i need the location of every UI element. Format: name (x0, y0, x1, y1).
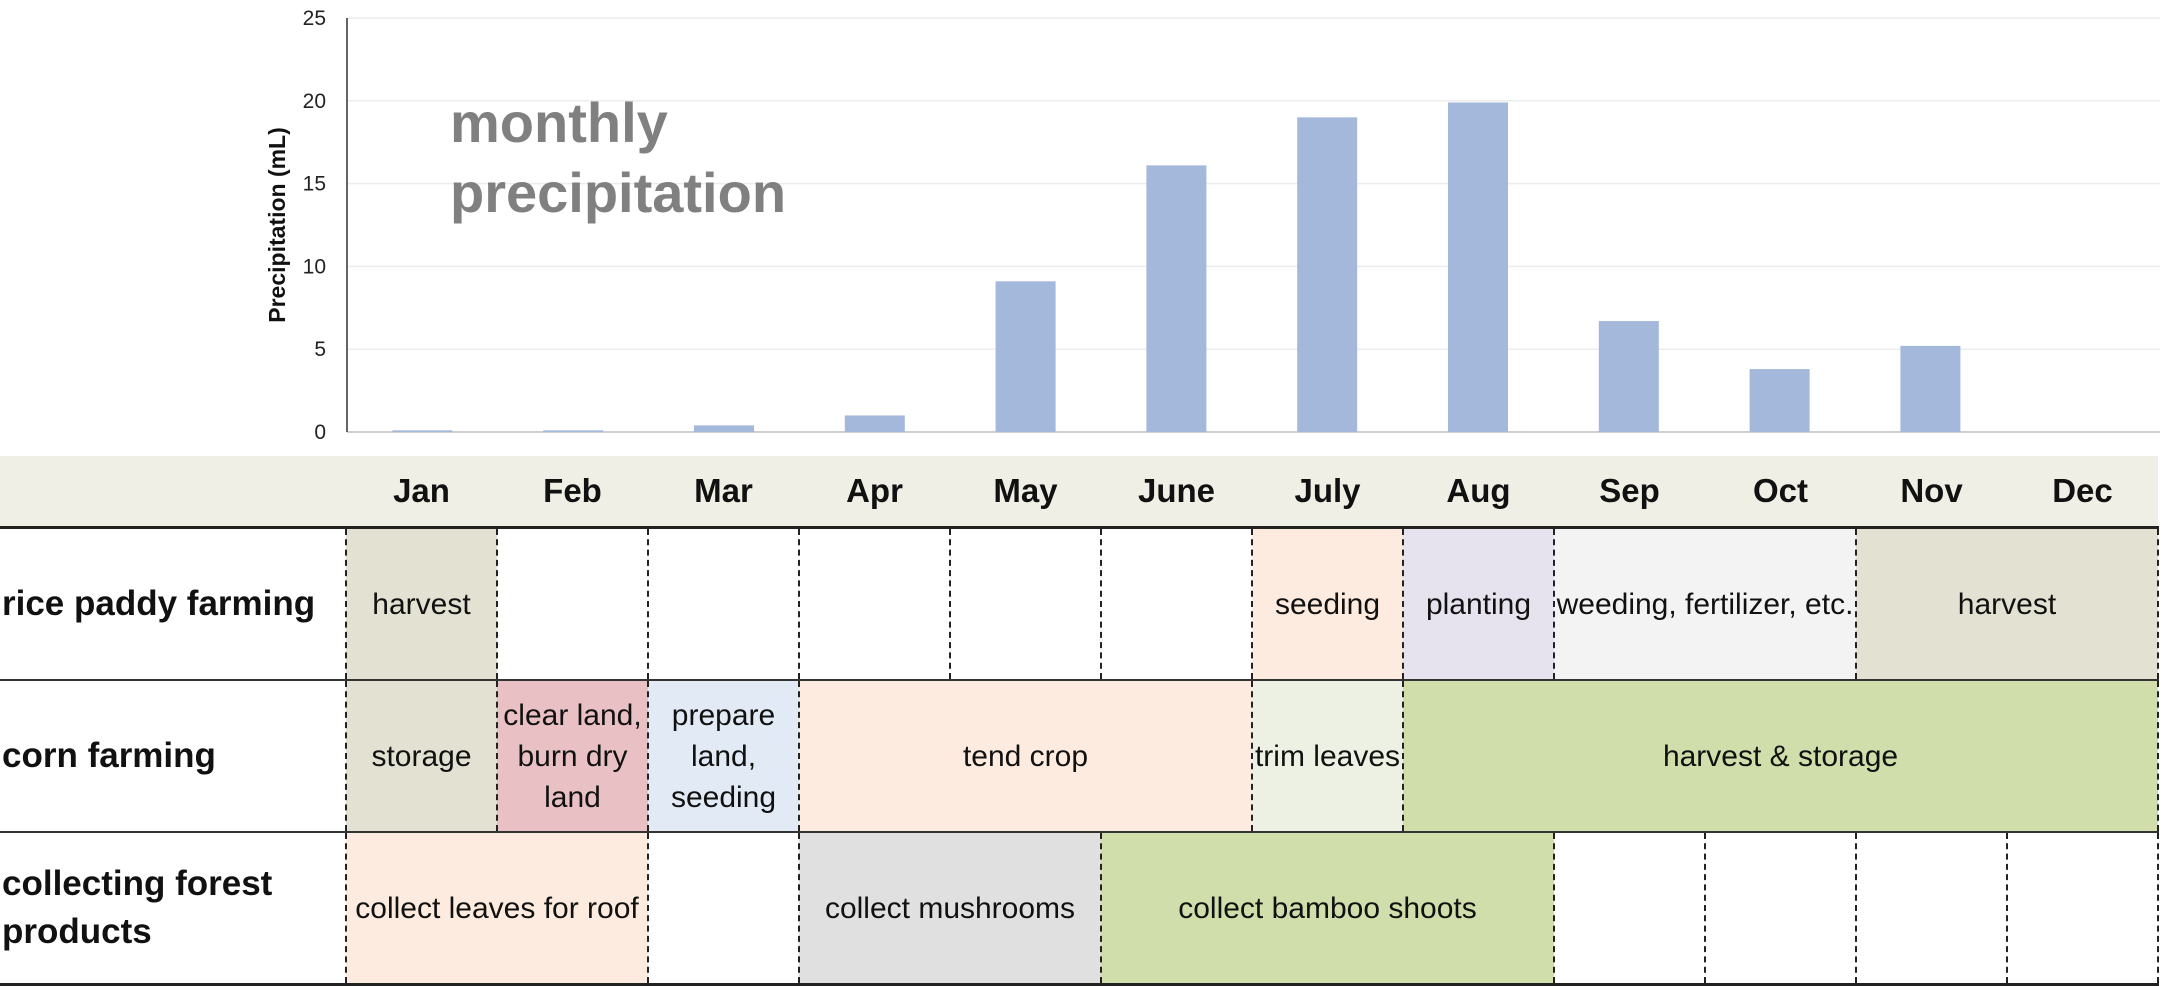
chart-bars (392, 102, 1961, 433)
bar-mar (694, 425, 754, 432)
empty-cell (647, 831, 800, 986)
bar-nov (1900, 345, 1961, 432)
month-header-june: June (1101, 456, 1252, 528)
activity-cell: harvest (345, 526, 498, 680)
activity-cell: collect bamboo shoots (1100, 831, 1555, 986)
seasonal-calendar-table: Jan Feb Mar Apr May June July Aug Sep Oct Nov Dec r… (0, 456, 2159, 986)
chart-y-axis-label: Precipitation (mL) (264, 127, 290, 323)
bar-oct (1749, 369, 1810, 432)
y-tick-label: 10 (303, 255, 326, 278)
row-label: rice paddy farming (0, 526, 346, 680)
activity-cell: harvest (1855, 526, 2159, 680)
month-header-jan: Jan (346, 456, 497, 528)
month-header-dec: Dec (2007, 456, 2158, 528)
activity-cell: clear land, burn dry land (496, 679, 649, 832)
calendar-row: rice paddy farming harvest seeding planting… (0, 526, 2159, 680)
calendar-row: collecting forest products collect leaves… (0, 831, 2159, 986)
header-corner (0, 456, 346, 528)
month-header-aug: Aug (1403, 456, 1554, 528)
empty-cell (1100, 526, 1253, 680)
empty-cell (1704, 831, 1857, 986)
month-header-may: May (950, 456, 1101, 528)
month-header-sep: Sep (1554, 456, 1705, 528)
row-label: corn farming (0, 679, 346, 832)
activity-cell: weeding, fertilizer, etc. (1553, 526, 1857, 680)
activity-cell: prepare land, seeding (647, 679, 800, 832)
bar-june (1146, 165, 1207, 432)
y-tick-label: 20 (303, 90, 326, 113)
empty-cell (1855, 831, 2008, 986)
month-header-oct: Oct (1705, 456, 1856, 528)
chart-y-ticks: 0 5 10 15 20 25 (303, 7, 326, 444)
bar-aug (1448, 102, 1508, 433)
activity-cell: collect leaves for roof (345, 831, 649, 986)
bar-sep (1598, 321, 1659, 432)
month-header-july: July (1252, 456, 1403, 528)
y-tick-label: 15 (303, 173, 326, 196)
bar-may (995, 281, 1056, 432)
y-tick-label: 25 (303, 7, 326, 30)
empty-cell (1553, 831, 1706, 986)
y-tick-label: 0 (314, 421, 326, 444)
precipitation-chart: 0 5 10 15 20 25 Precipitation (mL) (264, 7, 2160, 444)
activity-cell: harvest & storage (1402, 679, 2159, 832)
activity-cell: seeding (1251, 526, 1404, 680)
empty-cell (2006, 831, 2159, 986)
chart-title-line-2: precipitation (450, 161, 787, 224)
activity-cell: trim leaves (1251, 679, 1404, 832)
month-header-row: Jan Feb Mar Apr May June July Aug Sep Oct Nov Dec (0, 456, 2158, 528)
chart-title-line-1: monthly (450, 91, 668, 154)
month-header-feb: Feb (497, 456, 648, 528)
activity-cell: tend crop (798, 679, 1253, 832)
bar-feb (543, 430, 604, 432)
empty-cell (647, 526, 800, 680)
y-tick-label: 5 (314, 338, 326, 361)
activity-cell: storage (345, 679, 498, 832)
empty-cell (496, 526, 649, 680)
chart-title: monthly precipitation (450, 88, 786, 228)
bar-apr (844, 415, 905, 432)
calendar-row: corn farming storage clear land, burn dry … (0, 679, 2159, 832)
empty-cell (798, 526, 951, 680)
chart-gridlines (347, 17, 2160, 433)
row-label: collecting forest products (0, 831, 346, 986)
bar-jan (392, 430, 453, 432)
activity-cell: collect mushrooms (798, 831, 1102, 986)
month-header-nov: Nov (1856, 456, 2007, 528)
calendar-body: rice paddy farming harvest seeding planting… (0, 526, 2159, 986)
activity-cell: planting (1402, 526, 1555, 680)
bar-july (1297, 117, 1358, 433)
month-header-mar: Mar (648, 456, 799, 528)
month-header-apr: Apr (799, 456, 950, 528)
empty-cell (949, 526, 1102, 680)
